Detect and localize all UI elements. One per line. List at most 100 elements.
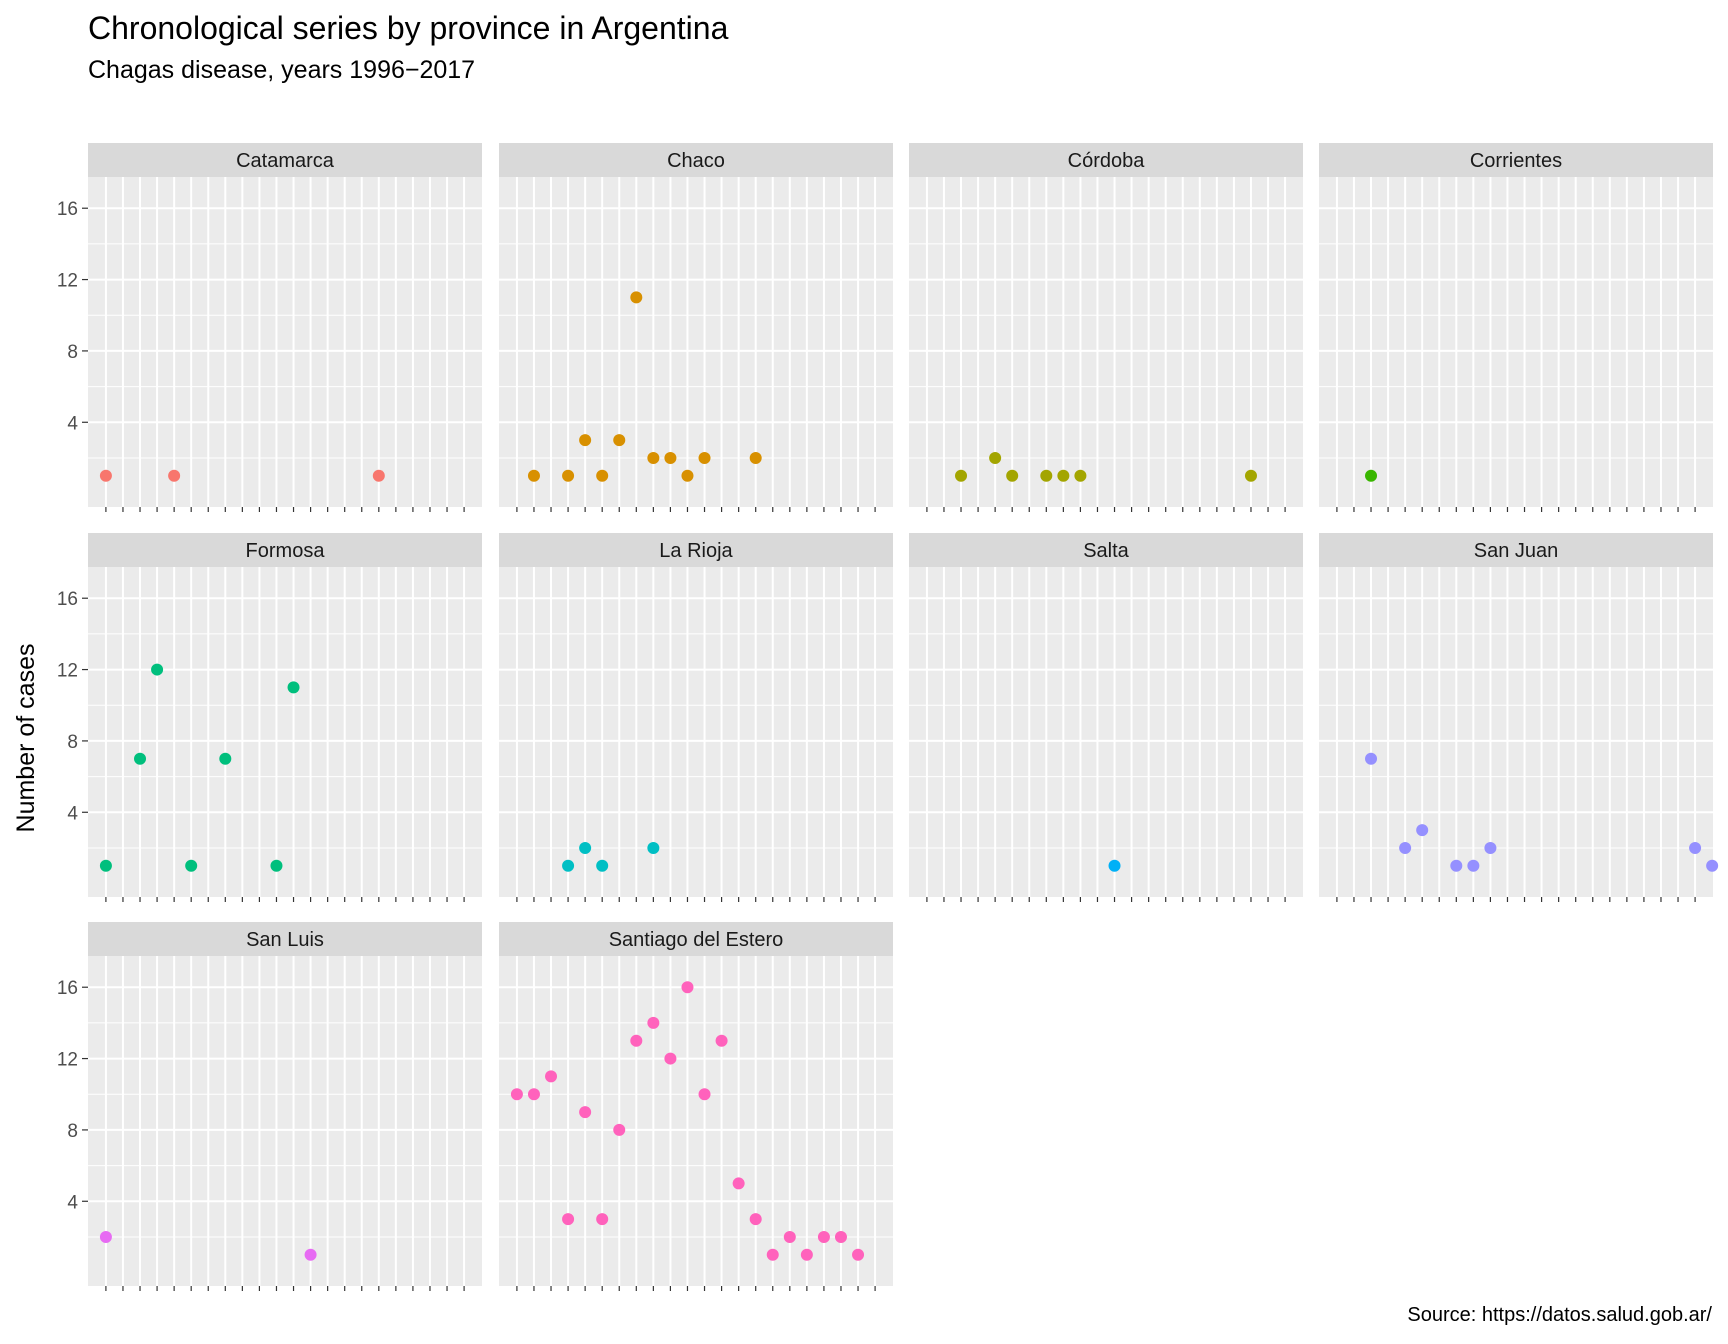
data-point [287,681,300,694]
y-tick-label: 4 [67,803,78,824]
data-point [698,1088,711,1101]
data-point [1689,841,1702,854]
data-point [698,451,711,464]
y-tick-label: 16 [57,199,78,220]
data-point [579,434,592,447]
data-point [562,469,575,482]
panel-background [1319,567,1713,897]
data-point [664,451,677,464]
data-point [817,1230,830,1243]
strip-label: San Juan [1474,540,1559,562]
panel-background [1319,177,1713,507]
strip-background [909,143,1303,177]
data-point [1706,859,1719,872]
strip-background [909,533,1303,567]
strip-background [1319,143,1713,177]
data-point [783,1230,796,1243]
data-point [527,1088,540,1101]
y-tick-label: 12 [57,1050,78,1071]
panel-san-luis: San Luis 4 8 12 16 [57,922,482,1291]
data-point [1484,841,1497,854]
data-point [151,663,164,676]
data-point [834,1230,847,1243]
data-point [1365,752,1378,765]
data-point [766,1248,779,1261]
data-point [732,1177,745,1190]
panel-la-rioja: La Rioja [499,533,893,902]
data-point [989,451,1002,464]
data-point [1416,824,1429,837]
data-point [1057,469,1070,482]
strip-label: Santiago del Estero [609,929,784,951]
strip-background [499,143,893,177]
strip-label: La Rioja [659,540,733,562]
data-point [1244,469,1257,482]
data-point [596,859,609,872]
data-point [1467,859,1480,872]
data-point [545,1070,558,1083]
data-point [664,1052,677,1065]
data-point [852,1248,865,1261]
data-point [1108,859,1121,872]
y-tick-label: 16 [57,978,78,999]
panel-san-juan: San Juan [1319,533,1719,902]
panel-catamarca: Catamarca 4 8 12 16 [57,143,482,512]
data-point [579,841,592,854]
strip-label: Córdoba [1068,150,1146,172]
data-point [681,469,694,482]
panel-cordoba: Córdoba [909,143,1303,512]
data-point [800,1248,813,1261]
data-point [596,1213,609,1226]
data-point [99,469,112,482]
y-tick-label: 4 [67,413,78,434]
strip-label: Corrientes [1470,150,1562,172]
data-point [99,1230,112,1243]
data-point [955,469,968,482]
data-point [647,841,660,854]
data-point [749,451,762,464]
data-point [1450,859,1463,872]
data-point [681,981,694,994]
strip-background [88,922,482,956]
y-tick-label: 8 [67,1121,78,1142]
source-caption: Source: https://datos.salud.gob.ar/ [1407,1304,1712,1326]
panel-background [499,956,893,1286]
data-point [647,451,660,464]
data-point [630,1034,643,1047]
panel-background [499,177,893,507]
strip-background [499,922,893,956]
panel-background [88,567,482,897]
data-point [510,1088,523,1101]
data-point [749,1213,762,1226]
data-point [613,434,626,447]
data-point [715,1034,728,1047]
panel-santiago-del-estero: Santiago del Estero [499,922,893,1291]
strip-background [499,533,893,567]
panel-background [909,177,1303,507]
panel-chaco: Chaco [499,143,893,512]
data-point [372,469,385,482]
panel-background [88,177,482,507]
y-tick-label: 8 [67,342,78,363]
data-point [1365,469,1378,482]
panel-corrientes: Corrientes [1319,143,1713,512]
data-point [134,752,147,765]
data-point [613,1123,626,1136]
data-point [270,859,283,872]
strip-label: San Luis [246,929,324,951]
data-point [630,291,643,304]
data-point [1040,469,1053,482]
y-tick-label: 16 [57,589,78,610]
data-point [99,859,112,872]
data-point [185,859,198,872]
data-point [562,1213,575,1226]
strip-background [88,533,482,567]
data-point [596,469,609,482]
data-point [1006,469,1019,482]
data-point [304,1248,317,1261]
panel-formosa: Formosa 4 8 12 16 [57,533,482,902]
data-point [527,469,540,482]
y-tick-label: 8 [67,732,78,753]
data-point [168,469,181,482]
strip-label: Formosa [246,540,326,562]
